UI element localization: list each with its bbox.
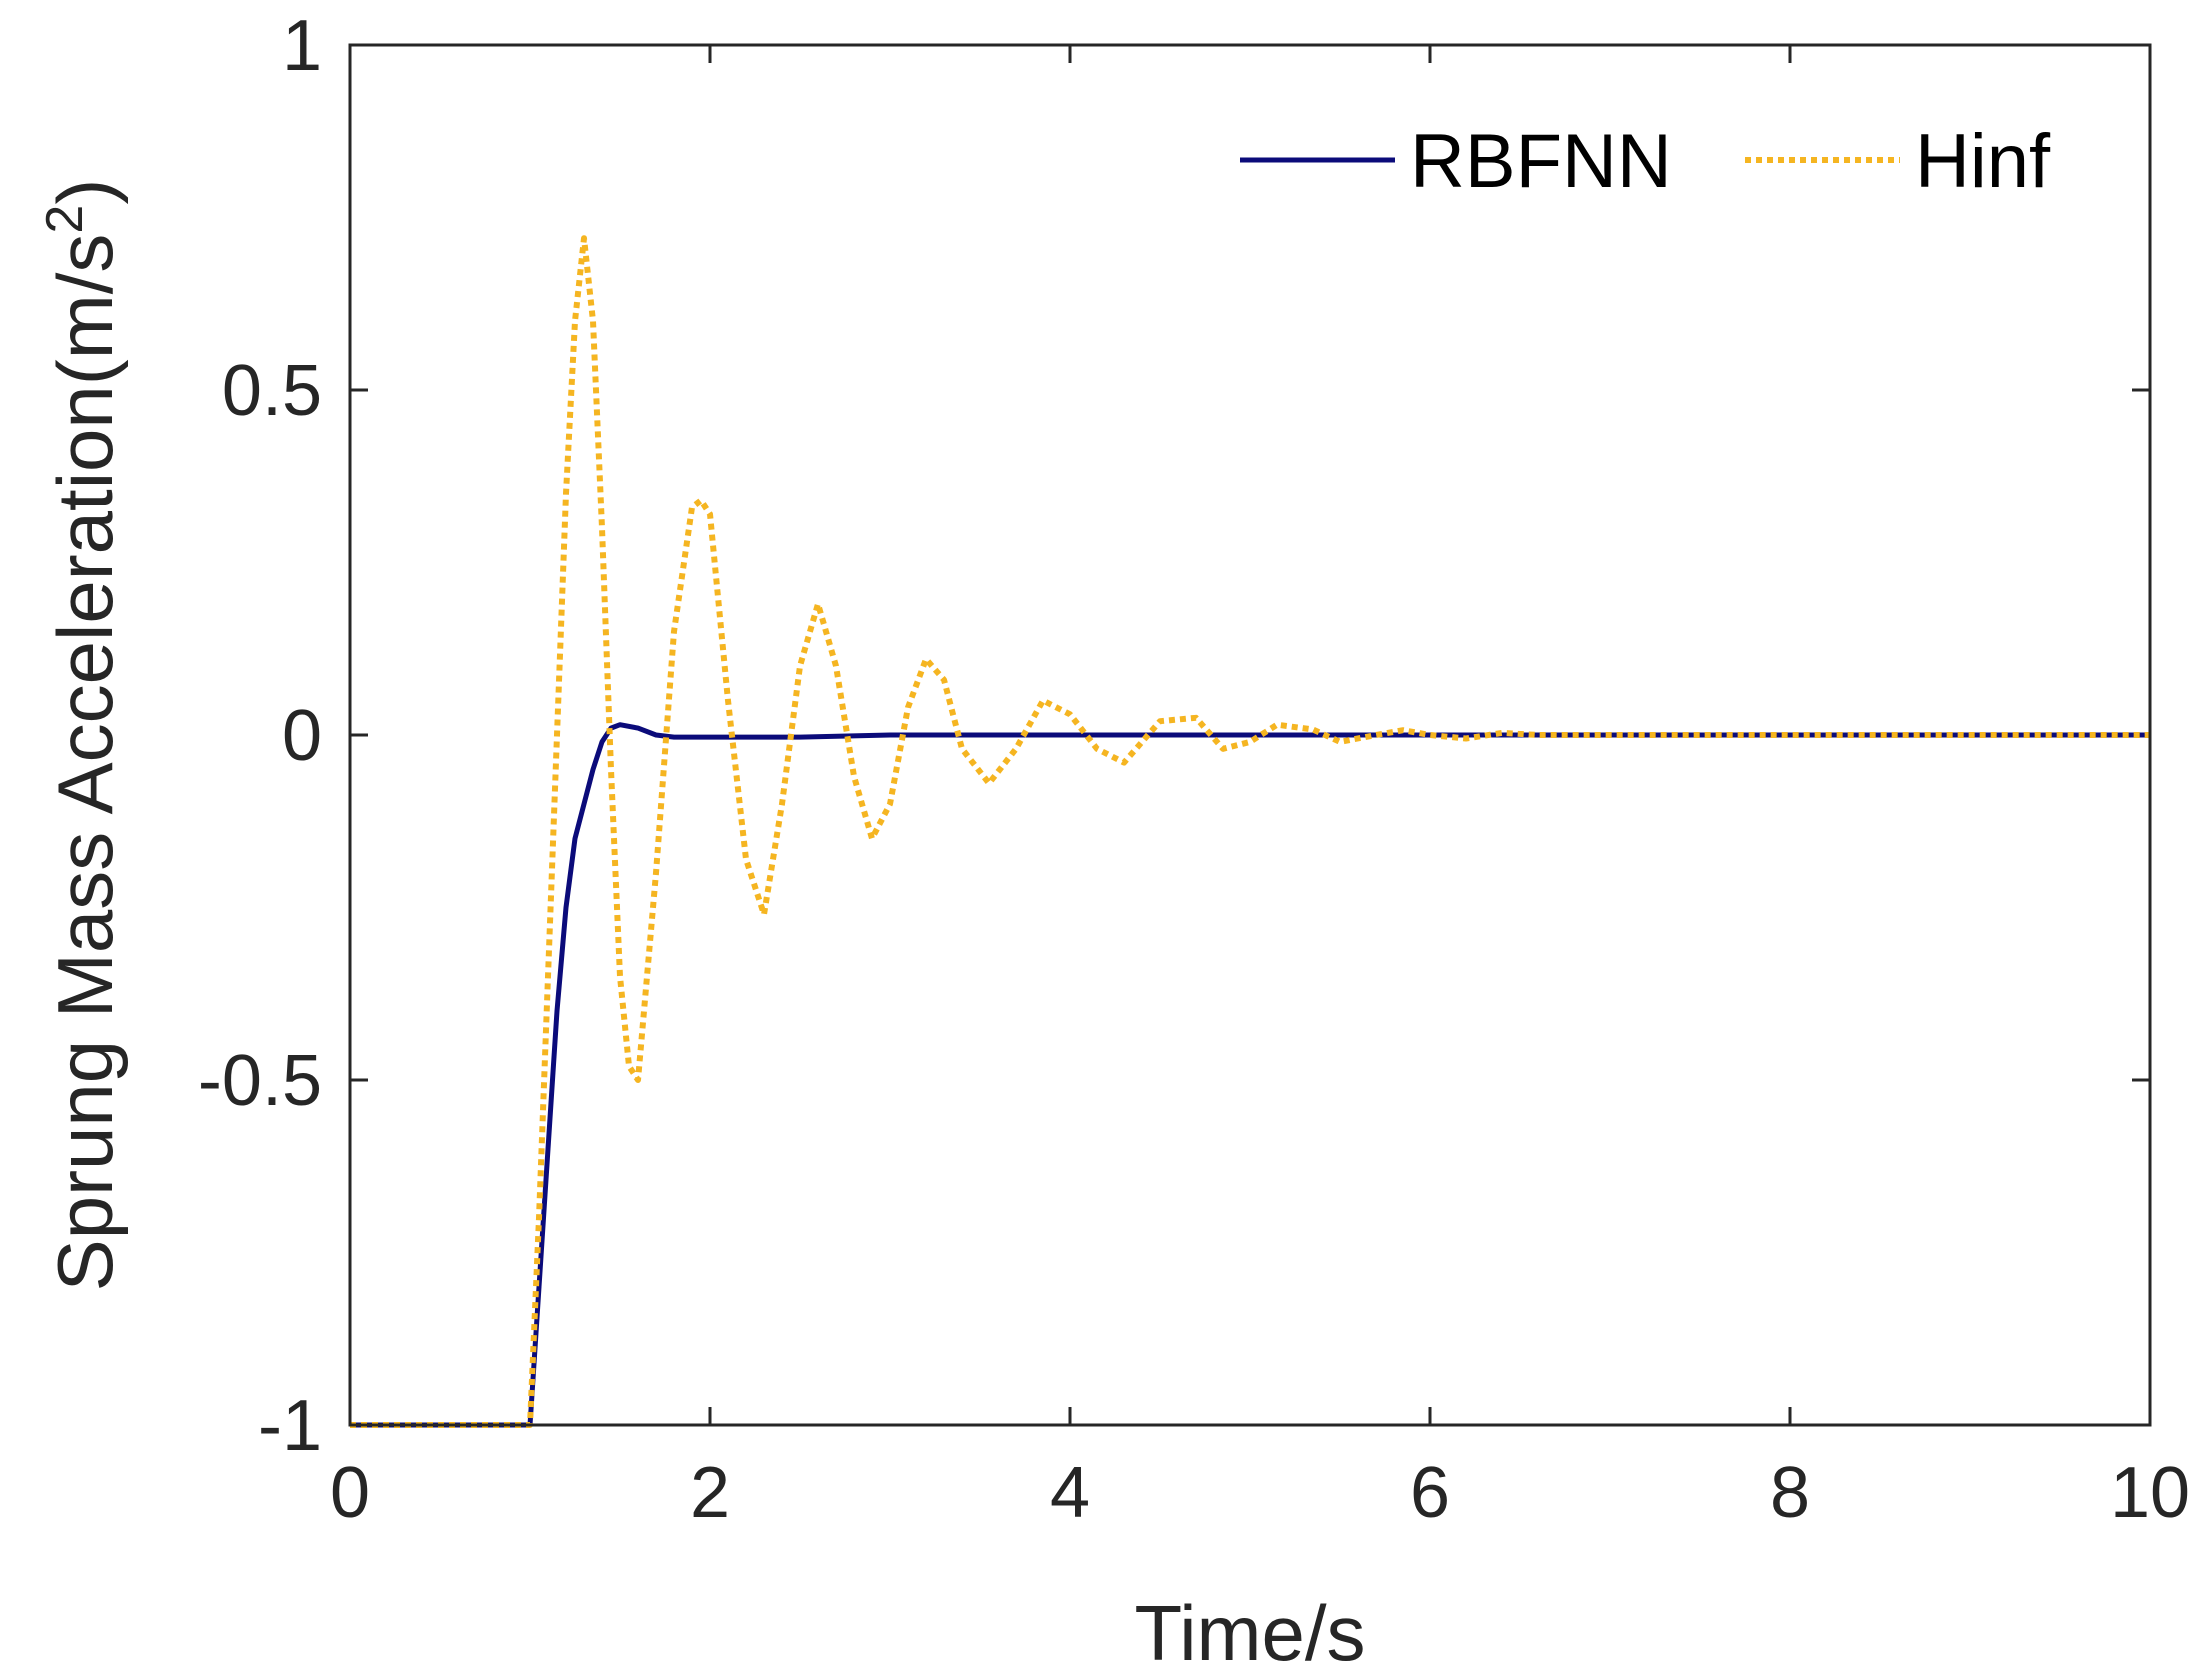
y-axis-label: Sprung Mass Acceleration(m/s2) <box>36 179 129 1292</box>
y-tick-label: -1 <box>258 1386 322 1466</box>
x-tick-label: 10 <box>2110 1453 2190 1533</box>
y-tick-label: 0.5 <box>222 351 322 431</box>
x-tick-label: 2 <box>690 1453 730 1533</box>
y-axis-label-main: Sprung Mass Acceleration(m/s <box>41 234 129 1292</box>
axes-box <box>348 43 2152 1427</box>
legend: RBFNN Hinf <box>1240 119 2051 204</box>
legend-label-hinf: Hinf <box>1915 119 2051 204</box>
x-tick-label: 8 <box>1770 1453 1810 1533</box>
series-layer <box>350 235 2150 1428</box>
series-line-rbfnn <box>350 722 2150 1428</box>
series-line-hinf <box>350 235 2150 1428</box>
y-tick-label: 0 <box>282 696 322 776</box>
x-tick-label: 4 <box>1050 1453 1090 1533</box>
axis-ticks: 0 2 4 6 8 10 -1 -0.5 0 0.5 1 <box>198 6 2190 1533</box>
legend-label-rbfnn: RBFNN <box>1410 119 1672 204</box>
y-axis-label-close: ) <box>41 179 129 205</box>
y-tick-label: 1 <box>282 6 322 86</box>
y-axis-label-superscript: 2 <box>36 205 94 234</box>
y-tick-label: -0.5 <box>198 1041 322 1121</box>
x-tick-label: 0 <box>330 1453 370 1533</box>
x-tick-label: 6 <box>1410 1453 1450 1533</box>
x-axis-label: Time/s <box>1134 1589 1365 1675</box>
